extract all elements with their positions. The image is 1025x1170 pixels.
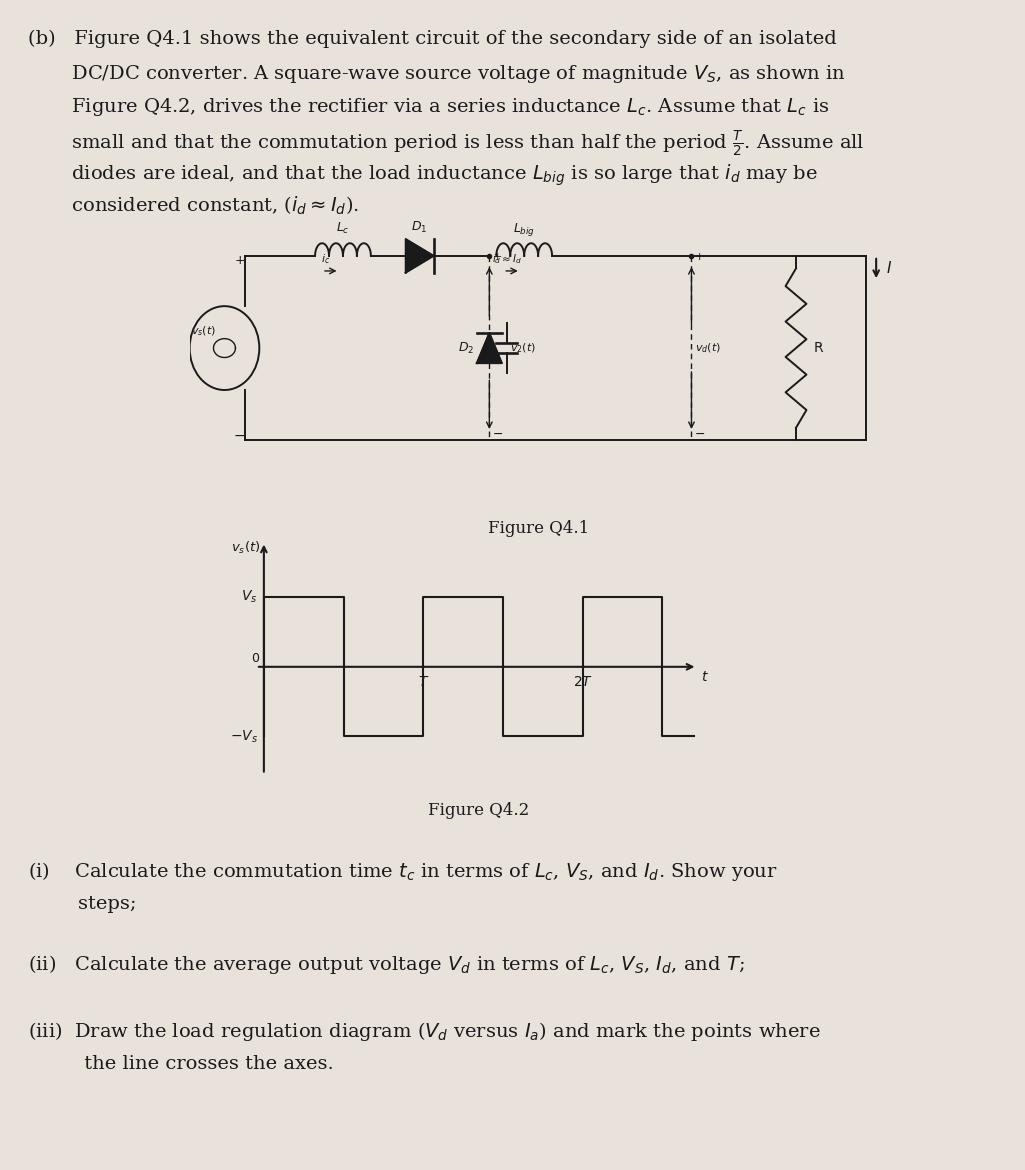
Text: $t$: $t$ (700, 670, 708, 684)
Text: $-V_s$: $-V_s$ (230, 728, 257, 744)
Text: $L_c$: $L_c$ (336, 221, 350, 236)
Text: steps;: steps; (28, 895, 136, 913)
Polygon shape (406, 239, 434, 273)
Text: −: − (493, 428, 503, 441)
Text: $v_2(t)$: $v_2(t)$ (510, 342, 536, 355)
Text: $i_d{\approx}I_d$: $i_d{\approx}I_d$ (492, 253, 522, 267)
Text: $D_1$: $D_1$ (411, 220, 427, 235)
Text: Figure Q4.1: Figure Q4.1 (488, 519, 588, 537)
Text: +: + (493, 252, 502, 262)
Text: −: − (234, 429, 246, 443)
Text: $i_c$: $i_c$ (321, 253, 330, 267)
Text: $D_2$: $D_2$ (458, 340, 475, 356)
Text: I: I (887, 261, 891, 276)
Text: diodes are ideal, and that the load inductance $L_{big}$ is so large that $i_d$ : diodes are ideal, and that the load indu… (28, 161, 818, 187)
Text: $2T$: $2T$ (573, 675, 592, 689)
Text: $V_s$: $V_s$ (241, 589, 257, 606)
Text: small and that the commutation period is less than half the period $\frac{T}{2}$: small and that the commutation period is… (28, 129, 864, 159)
Text: 0: 0 (251, 652, 259, 665)
Polygon shape (477, 333, 502, 363)
Text: R: R (814, 342, 823, 355)
Text: (iii)  Draw the load regulation diagram ($V_d$ versus $I_a$) and mark the points: (iii) Draw the load regulation diagram (… (28, 1020, 821, 1042)
Text: $v_d(t)$: $v_d(t)$ (695, 342, 721, 355)
Text: Figure Q4.2: Figure Q4.2 (428, 803, 530, 819)
Text: DC/DC converter. A square-wave source voltage of magnitude $V_S$, as shown in: DC/DC converter. A square-wave source vo… (28, 63, 846, 85)
Text: the line crosses the axes.: the line crosses the axes. (28, 1055, 334, 1073)
Text: +: + (695, 252, 704, 262)
Text: (ii)   Calculate the average output voltage $V_d$ in terms of $L_c$, $V_S$, $I_d: (ii) Calculate the average output voltag… (28, 954, 745, 976)
Text: −: − (695, 428, 705, 441)
Text: +: + (235, 254, 245, 267)
Text: (b)   Figure Q4.1 shows the equivalent circuit of the secondary side of an isola: (b) Figure Q4.1 shows the equivalent cir… (28, 30, 836, 48)
Text: (i)    Calculate the commutation time $t_c$ in terms of $L_c$, $V_S$, and $I_d$.: (i) Calculate the commutation time $t_c$… (28, 860, 778, 883)
Text: $T$: $T$ (417, 675, 428, 689)
Text: $v_s(t)$: $v_s(t)$ (191, 324, 216, 338)
Text: considered constant, ($i_d \approx I_d$).: considered constant, ($i_d \approx I_d$)… (28, 195, 359, 218)
Text: Figure Q4.2, drives the rectifier via a series inductance $L_c$. Assume that $L_: Figure Q4.2, drives the rectifier via a … (28, 96, 829, 118)
Text: $L_{big}$: $L_{big}$ (514, 221, 535, 239)
Text: $v_s(t)$: $v_s(t)$ (232, 541, 260, 557)
